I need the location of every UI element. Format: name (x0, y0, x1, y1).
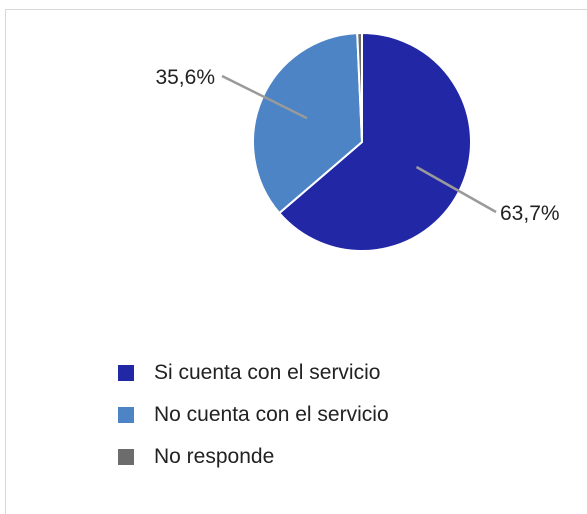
leader-line (415, 165, 497, 214)
slice-value-label: 63,7% (500, 202, 560, 225)
panel-border (5, 9, 587, 514)
legend-swatch (118, 365, 134, 381)
legend-label: No cuenta con el servicio (154, 403, 389, 426)
pie-slice[interactable] (277, 31, 472, 252)
legend-swatch (118, 407, 134, 423)
legend-item-no-cuenta[interactable]: No cuenta con el servicio (118, 394, 389, 436)
legend-label: Si cuenta con el servicio (154, 361, 381, 384)
legend-item-si-cuenta[interactable]: Si cuenta con el servicio (118, 352, 389, 394)
slice-value-label: 35,6% (155, 66, 215, 89)
legend: Si cuenta con el servicio No cuenta con … (118, 352, 389, 478)
legend-swatch (118, 449, 134, 465)
pie-slice[interactable] (252, 32, 364, 215)
legend-item-no-responde[interactable]: No responde (118, 436, 389, 478)
pie-slice[interactable] (356, 31, 363, 143)
legend-label: No responde (154, 445, 275, 468)
leader-line (221, 74, 308, 120)
